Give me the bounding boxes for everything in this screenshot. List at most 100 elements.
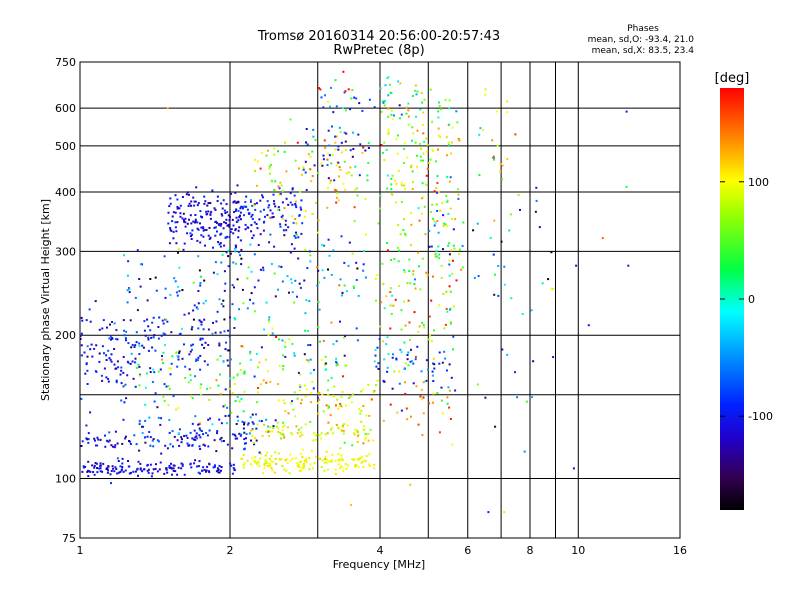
data-point (288, 472, 291, 475)
data-point (208, 226, 211, 229)
data-point (291, 433, 294, 436)
data-point (212, 321, 214, 324)
data-point (122, 319, 125, 322)
data-point (421, 196, 424, 199)
data-point (245, 195, 248, 198)
data-point (440, 108, 442, 111)
data-point (275, 336, 278, 338)
data-point (80, 344, 83, 347)
data-point (256, 423, 259, 426)
data-point (400, 201, 403, 204)
data-point (296, 397, 299, 400)
data-point (282, 354, 284, 357)
data-point (398, 117, 401, 120)
data-point (347, 264, 350, 267)
data-point (156, 406, 159, 409)
data-point (295, 457, 297, 460)
data-point (440, 264, 443, 267)
data-point (170, 331, 173, 334)
data-point (438, 362, 441, 365)
data-point (316, 266, 319, 269)
data-point (186, 191, 189, 194)
data-point (125, 330, 128, 333)
data-point (322, 106, 325, 109)
data-point (458, 253, 460, 255)
data-point (138, 420, 141, 423)
data-point (200, 226, 203, 229)
data-point (277, 288, 279, 291)
data-point (115, 381, 118, 384)
data-point (202, 227, 205, 230)
data-point (243, 462, 246, 465)
data-point (344, 90, 347, 93)
data-point (419, 288, 422, 291)
data-point (452, 348, 455, 351)
data-point (267, 333, 270, 336)
data-point (252, 422, 255, 425)
data-point (113, 470, 116, 473)
data-point (426, 167, 429, 170)
data-point (457, 139, 460, 141)
data-point (304, 160, 307, 163)
data-point (448, 263, 451, 266)
data-point (259, 167, 262, 170)
data-point (341, 466, 344, 469)
data-point (406, 282, 409, 285)
data-point (250, 429, 253, 432)
data-point (324, 94, 326, 97)
data-point (238, 216, 241, 219)
data-point (189, 379, 192, 382)
data-point (493, 219, 496, 222)
data-point (204, 244, 206, 247)
data-point (351, 458, 354, 461)
data-point (390, 188, 393, 191)
data-point (216, 432, 218, 435)
data-point (251, 457, 254, 460)
data-point (217, 223, 220, 226)
data-point (422, 396, 425, 399)
data-point (309, 372, 312, 375)
data-point (320, 96, 323, 99)
data-point (178, 350, 181, 353)
data-point (421, 321, 424, 324)
data-point (435, 187, 438, 190)
data-point (319, 457, 321, 460)
data-point (399, 233, 402, 236)
data-point (161, 358, 164, 361)
data-point (312, 387, 315, 390)
data-point (106, 471, 109, 474)
data-point (404, 324, 407, 327)
data-point (455, 110, 458, 113)
data-point (173, 435, 176, 438)
data-point (317, 301, 320, 303)
data-point (448, 406, 451, 409)
data-point (250, 224, 253, 227)
data-point (417, 423, 420, 426)
data-point (286, 426, 289, 429)
data-point (126, 374, 129, 377)
data-point (318, 434, 321, 437)
data-point (404, 362, 407, 365)
data-point (380, 301, 383, 304)
data-point (393, 257, 396, 260)
data-point (339, 278, 342, 281)
data-point (418, 265, 420, 268)
data-point (138, 449, 141, 452)
data-point (188, 353, 191, 356)
data-point (251, 204, 254, 207)
x-axis-label: Frequency [MHz] (333, 558, 425, 571)
data-point (233, 317, 236, 320)
data-point (96, 444, 99, 447)
data-point (386, 242, 388, 244)
data-point (324, 146, 327, 149)
data-point (131, 344, 134, 346)
data-point (398, 249, 401, 252)
data-point (190, 200, 193, 203)
data-point (450, 376, 453, 379)
data-point (349, 395, 352, 398)
data-point (169, 197, 172, 200)
data-point (444, 357, 447, 360)
data-point (199, 210, 202, 213)
data-point (342, 469, 345, 472)
data-point (407, 299, 410, 302)
